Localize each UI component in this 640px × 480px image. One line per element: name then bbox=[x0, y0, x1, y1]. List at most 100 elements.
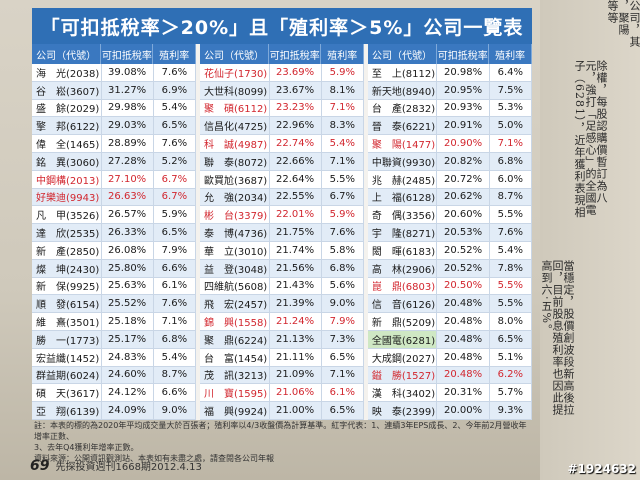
column-gap bbox=[364, 241, 368, 260]
column-gap bbox=[196, 117, 200, 136]
article-line: 子（6281），近年獲利表現相 bbox=[573, 60, 586, 219]
company-cell: 宇 隆(8271) bbox=[367, 224, 438, 242]
column-gap bbox=[364, 348, 368, 367]
company-cell: 上 福(6128) bbox=[367, 188, 438, 207]
column-gap bbox=[364, 188, 368, 207]
tax-rate-cell: 27.28% bbox=[101, 152, 154, 171]
yield-cell: 8.7% bbox=[489, 188, 532, 207]
column-gap bbox=[364, 152, 368, 171]
company-cell: 群益期(6024) bbox=[32, 366, 102, 385]
tax-rate-cell: 20.48% bbox=[437, 366, 490, 385]
company-cell: 維 熹(3501) bbox=[32, 313, 102, 331]
tax-rate-cell: 20.52% bbox=[437, 259, 490, 278]
column-gap bbox=[364, 277, 368, 296]
yield-cell: 9.0% bbox=[321, 295, 365, 314]
company-cell: 崑 鼎(6803) bbox=[367, 277, 438, 296]
tax-rate-cell: 22.55% bbox=[269, 188, 322, 207]
column-gap bbox=[364, 295, 368, 314]
yield-cell: 7.6% bbox=[489, 224, 532, 242]
yield-cell: 6.6% bbox=[153, 259, 197, 278]
column-gap bbox=[364, 81, 368, 100]
tax-rate-cell: 25.52% bbox=[101, 295, 154, 314]
article-line: 公司，其 bbox=[628, 0, 640, 48]
tax-rate-cell: 20.72% bbox=[437, 170, 490, 189]
tax-rate-cell: 20.48% bbox=[437, 348, 490, 367]
table-header: 公司（代號） 可扣抵稅率 殖利率 公司（代號） 可扣抵稅率 殖利率 公司（代號） 可扣抵稅率殖… bbox=[32, 44, 533, 64]
column-gap bbox=[196, 44, 200, 64]
company-cell: 聚 陽(1477) bbox=[367, 135, 438, 153]
tax-rate-cell: 26.57% bbox=[101, 206, 154, 225]
yield-cell: 5.4% bbox=[153, 99, 197, 118]
article-line: 等等 bbox=[606, 0, 619, 24]
company-cell: 擎 邦(6122) bbox=[32, 117, 102, 136]
company-cell: 信 音(6126) bbox=[367, 295, 438, 314]
yield-cell: 5.8% bbox=[321, 241, 365, 260]
company-cell: 好樂迪(9943) bbox=[32, 188, 102, 207]
tax-rate-cell: 21.74% bbox=[269, 241, 322, 260]
company-cell: 晉 泰(6221) bbox=[367, 117, 438, 136]
company-cell: 聚 碩(6112) bbox=[199, 99, 270, 118]
column-gap bbox=[364, 402, 368, 420]
tax-rate-cell: 26.63% bbox=[101, 188, 154, 207]
tax-rate-cell: 31.27% bbox=[101, 81, 154, 100]
column-gap bbox=[196, 295, 200, 314]
tax-rate-cell: 20.48% bbox=[437, 295, 490, 314]
company-cell: 新 鼎(5209) bbox=[367, 313, 438, 331]
tax-rate-cell: 29.98% bbox=[101, 99, 154, 118]
header-cell: 殖利率 bbox=[489, 44, 533, 64]
yield-cell: 7.6% bbox=[321, 224, 365, 242]
company-cell: 新 保(9925) bbox=[32, 277, 102, 296]
yield-cell: 8.1% bbox=[321, 81, 365, 100]
column-gap bbox=[196, 241, 200, 260]
yield-cell: 8.0% bbox=[489, 313, 532, 331]
yield-cell: 6.8% bbox=[321, 259, 365, 278]
tax-rate-cell: 20.98% bbox=[437, 64, 490, 82]
watermark: #1924632 bbox=[567, 462, 636, 476]
column-gap bbox=[196, 224, 200, 242]
tax-rate-cell: 23.69% bbox=[269, 64, 322, 82]
yield-cell: 7.6% bbox=[153, 295, 197, 314]
company-cell: 高 林(2906) bbox=[367, 259, 438, 278]
header-cell: 公司（代號） bbox=[200, 44, 270, 64]
column-gap bbox=[364, 64, 368, 82]
tax-rate-cell: 24.83% bbox=[101, 348, 154, 367]
table-row: 谷 崧(3607) 31.27% 6.9% 大世科(8099) 23.67% 8.1% 新天… bbox=[32, 81, 532, 100]
company-cell: 碩 天(3617) bbox=[32, 384, 102, 403]
tax-rate-cell: 29.03% bbox=[101, 117, 154, 136]
tax-rate-cell: 24.60% bbox=[101, 366, 154, 385]
company-cell: 銘 異(3060) bbox=[32, 152, 102, 171]
yield-cell: 6.7% bbox=[153, 170, 197, 189]
yield-cell: 6.5% bbox=[153, 117, 197, 136]
yield-cell: 8.3% bbox=[321, 117, 365, 136]
tax-rate-cell: 26.08% bbox=[101, 241, 154, 260]
tax-rate-cell: 21.09% bbox=[269, 366, 322, 385]
column-gap bbox=[364, 224, 368, 242]
yield-cell: 7.1% bbox=[321, 366, 365, 385]
column-gap bbox=[196, 259, 200, 278]
tax-rate-cell: 20.48% bbox=[437, 313, 490, 331]
column-gap bbox=[364, 259, 368, 278]
header-cell: 可扣抵稅率 bbox=[437, 44, 490, 64]
table-row: 中鋼構(2013) 27.10% 6.7% 歐買尬(3687) 22.64% 5.5% 兆 … bbox=[32, 170, 532, 189]
yield-cell: 5.5% bbox=[489, 295, 532, 314]
yield-cell: 6.7% bbox=[153, 188, 197, 207]
tax-rate-cell: 23.23% bbox=[269, 99, 322, 118]
company-cell: 福 興(9924) bbox=[199, 402, 270, 420]
header-cell: 可扣抵稅率 bbox=[101, 44, 154, 64]
company-cell: 泰 博(4736) bbox=[199, 224, 270, 242]
company-cell: 新天地(8940) bbox=[367, 81, 438, 100]
column-gap bbox=[196, 170, 200, 189]
tax-rate-cell: 20.48% bbox=[437, 330, 490, 349]
company-cell: 至 上(8112) bbox=[367, 64, 438, 82]
header-cell: 公司（代號） bbox=[368, 44, 438, 64]
column-gap bbox=[196, 188, 200, 207]
tax-rate-cell: 21.75% bbox=[269, 224, 322, 242]
yield-cell: 5.2% bbox=[153, 152, 197, 171]
company-cell: 益 登(3048) bbox=[199, 259, 270, 278]
company-cell: 中鋼構(2013) bbox=[32, 170, 102, 189]
column-gap bbox=[364, 206, 368, 225]
company-cell: 飛 宏(2457) bbox=[199, 295, 270, 314]
yield-cell: 6.5% bbox=[489, 330, 532, 349]
tax-rate-cell: 21.43% bbox=[269, 277, 322, 296]
